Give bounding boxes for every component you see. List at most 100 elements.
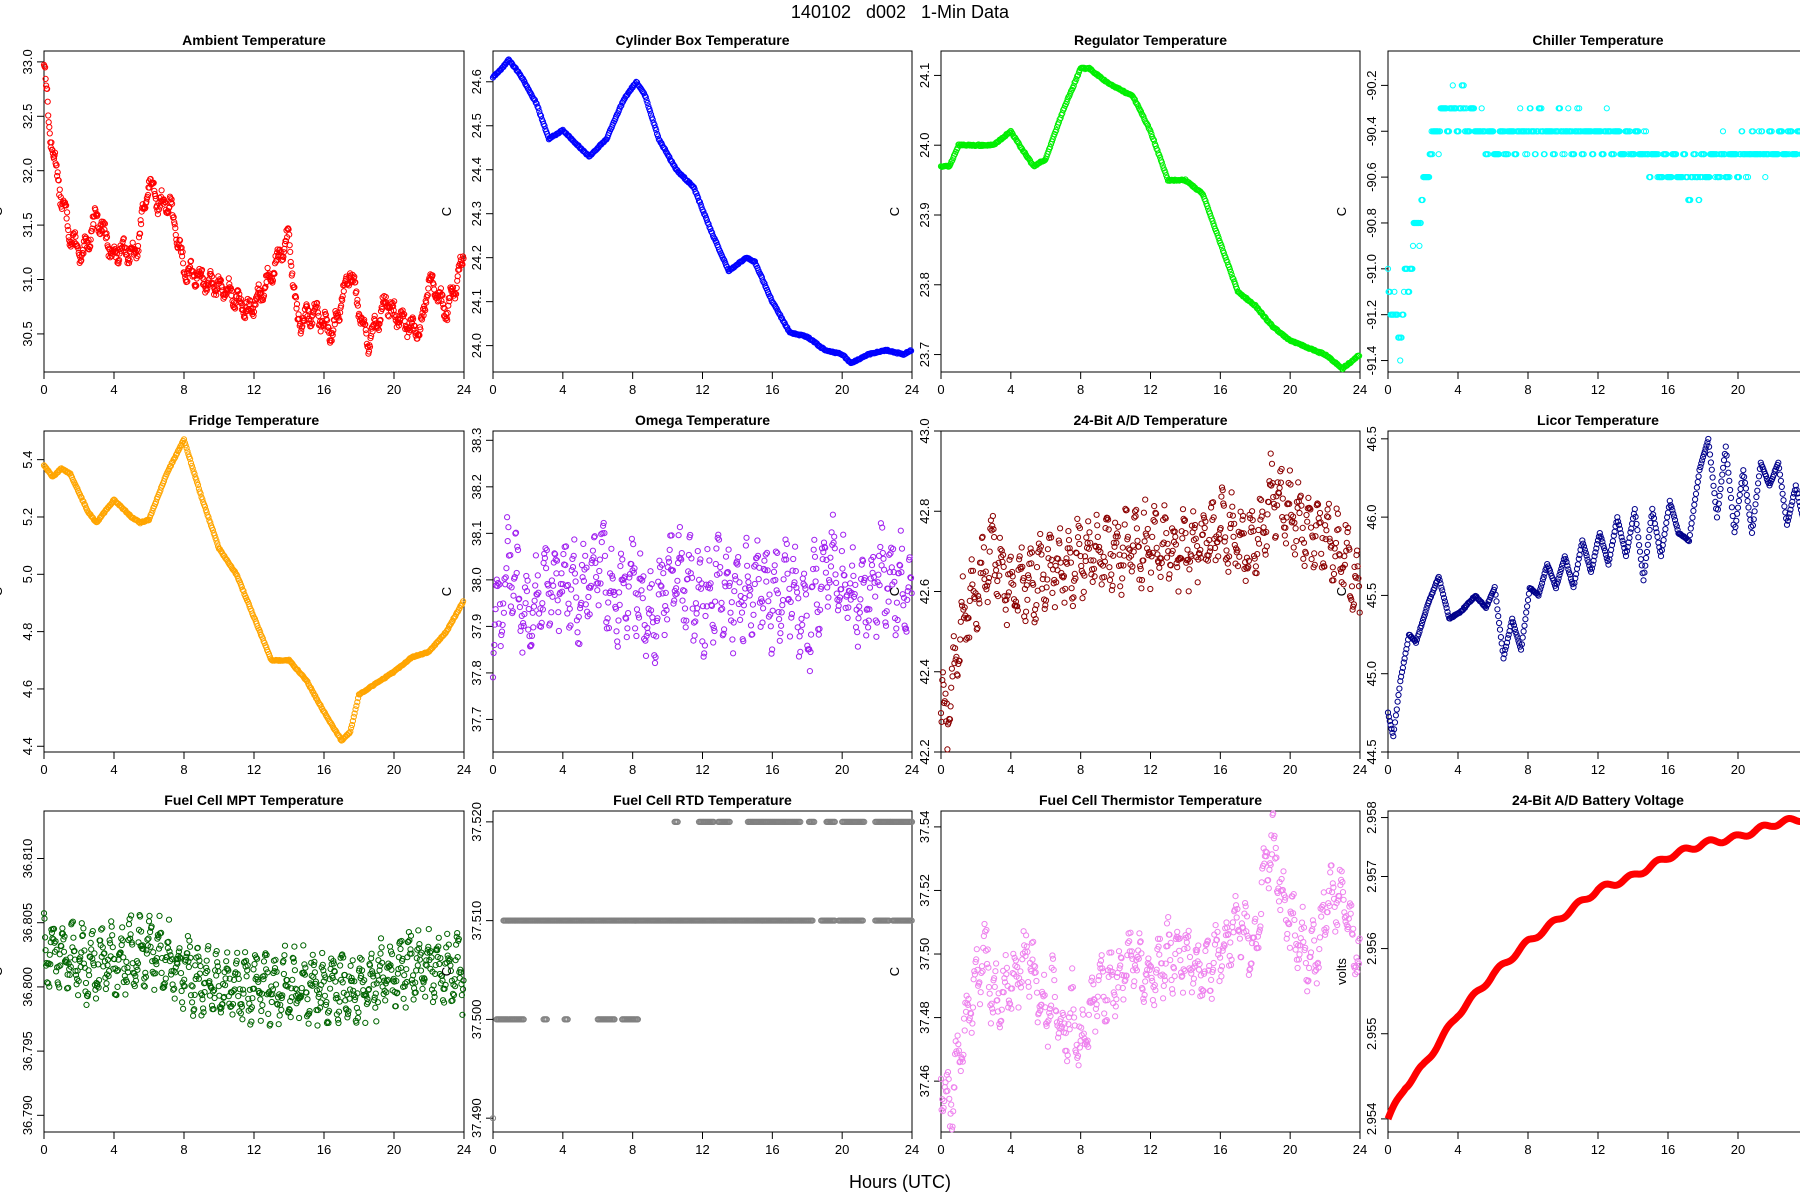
data-point [400,310,407,317]
data-point [197,490,204,497]
data-point [1794,490,1800,497]
data-point [1527,105,1534,112]
data-point [985,574,993,582]
data-point [876,582,883,589]
data-point [1297,492,1304,499]
data-point [288,262,295,269]
data-point [842,581,849,588]
y-tick-label: 42.2 [917,739,932,764]
data-point [991,534,998,541]
data-point [682,624,689,631]
data-point [1386,288,1393,295]
data-point [1720,464,1727,471]
data-point [770,568,778,575]
data-point [695,198,703,205]
data-point [783,540,790,548]
data-point [806,668,813,675]
data-point [1575,555,1582,562]
data-point [1223,547,1230,554]
data-point [1503,643,1510,650]
data-point [850,593,858,600]
data-point [882,622,890,629]
data-point [1354,563,1361,570]
data-point [880,555,887,562]
data-point [193,476,200,483]
data-point [1632,513,1639,520]
data-point [1574,561,1581,568]
data-point [316,701,323,708]
data-point [1222,534,1229,541]
data-point [630,541,637,548]
data-point [1106,564,1113,571]
data-point [1290,544,1297,551]
data-point [525,605,532,613]
data-point [286,242,293,249]
data-point [385,313,392,320]
data-point [569,555,576,563]
data-point [81,500,88,508]
data-point [658,561,666,568]
x-tick-label: 8 [180,1142,187,1157]
x-tick-label: 12 [1591,382,1605,397]
data-point [768,650,775,657]
x-tick-label: 8 [629,762,636,777]
data-point [655,591,662,598]
data-point [995,559,1002,566]
data-point [516,604,523,611]
data-point [1038,551,1045,558]
data-point [1196,550,1203,558]
data-point [187,456,194,463]
data-point [1536,589,1543,596]
data-point [1073,549,1080,556]
y-tick-label: 24.2 [469,245,484,270]
data-point [1565,566,1572,573]
data-point [1699,457,1706,464]
data-point [633,632,640,640]
data-point [1140,557,1147,564]
data-point [1787,506,1794,513]
data-point [1440,591,1447,598]
data-point [798,615,805,622]
data-point [809,583,816,590]
data-point [651,121,658,129]
data-point [731,573,739,580]
data-point [866,584,874,591]
data-point [42,934,49,941]
data-point [1706,174,1713,181]
data-point [1460,82,1467,89]
data-point [1502,646,1509,653]
x-tick-label: 0 [40,382,47,397]
data-point [1741,473,1748,481]
data-point [1039,576,1046,583]
data-point [1016,553,1023,560]
data-point [961,604,968,611]
data-point [1516,640,1523,647]
data-point [1603,105,1610,112]
data-point [1162,169,1169,176]
data-point [168,196,175,203]
data-point [1323,527,1330,534]
data-point [410,316,417,323]
data-point [609,572,616,579]
data-point [1635,534,1642,541]
data-point [1398,669,1406,676]
data-point [879,524,886,531]
data-point [827,563,835,570]
data-point [1095,547,1102,554]
data-point [1741,479,1749,486]
data-point [515,596,522,603]
data-point [562,543,570,550]
data-point [445,302,452,309]
data-point [191,470,198,478]
data-point [570,552,577,559]
data-point [579,574,586,581]
data-point [1028,560,1035,567]
data-point [1437,580,1444,587]
data-point [1076,540,1083,548]
data-point [742,542,749,549]
data-point [1707,459,1714,466]
data-point [665,152,672,160]
data-point [671,597,678,604]
data-point [1605,561,1612,568]
data-point [1264,511,1271,518]
